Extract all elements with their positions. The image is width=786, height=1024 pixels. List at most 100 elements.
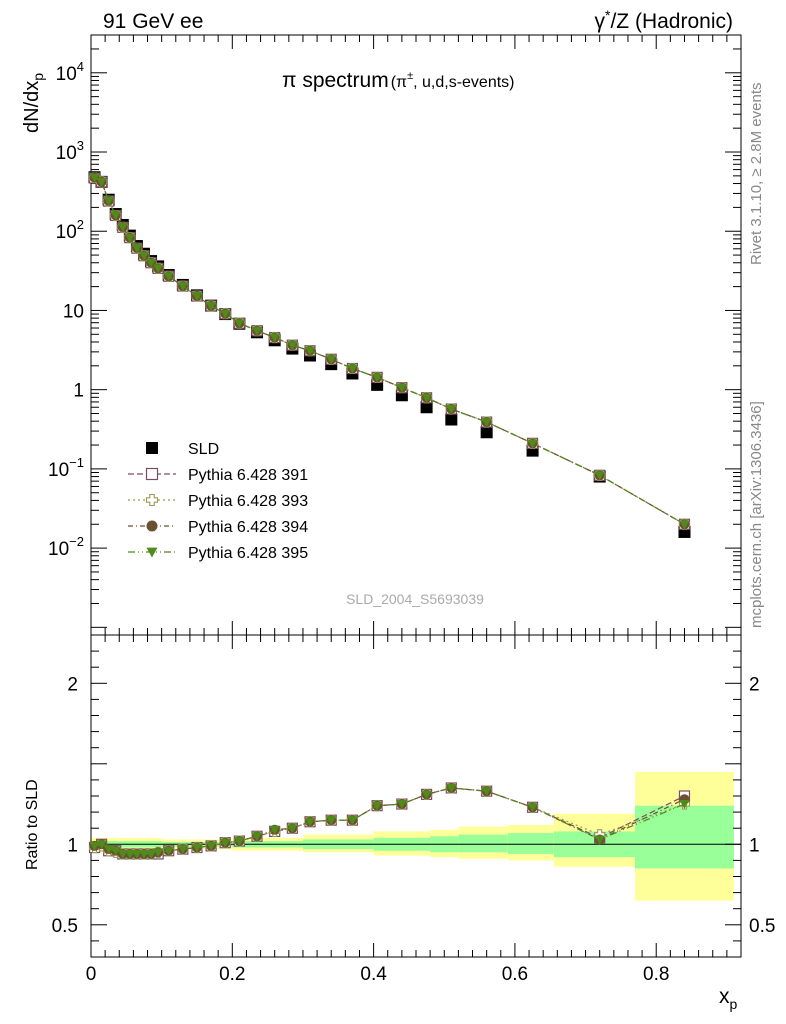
ratio-y-tick-label-right: 1 [749, 835, 760, 856]
series-4-ratio-point [110, 846, 121, 856]
series-4-main-point [594, 471, 605, 481]
legend-marker [146, 547, 158, 558]
series-4-ratio-point [446, 783, 457, 793]
series-4-ratio-point [117, 849, 128, 859]
series-4-ratio-point [252, 832, 263, 842]
series-0-main-point [480, 426, 493, 439]
main-y-tick-label: 10−2 [48, 534, 84, 560]
main-y-axis-label: dN/dxp [21, 73, 46, 133]
series-4-ratio-point [177, 845, 188, 855]
legend: SLD Pythia 6.428 391 Pythia 6.428 393 Pythi… [128, 441, 308, 562]
series-4-main-point [234, 319, 245, 329]
series-4-ratio-point [421, 790, 432, 800]
legend-entry-4: Pythia 6.428 395 [128, 545, 308, 562]
series-4-main-point [252, 326, 263, 336]
series-4-main-point [153, 264, 164, 274]
series-4-ratio-point [220, 838, 231, 848]
ratio-y-tick-label-right: 0.5 [749, 916, 775, 937]
legend-label: Pythia 6.428 395 [188, 545, 308, 562]
series-4-ratio-point [89, 841, 100, 851]
series-4-ratio-point [269, 825, 280, 835]
header-right: γ*/Z (Hadronic) [595, 7, 733, 33]
series-4-main-point [421, 393, 432, 403]
series-4-ratio-point [287, 824, 298, 834]
series-4-ratio-point [124, 849, 135, 859]
band-inner [458, 834, 508, 853]
series-4-ratio-point [326, 816, 337, 826]
legend-label: SLD [188, 441, 219, 458]
plot-title: π spectrum (π±, u,d,s-events) [282, 69, 514, 92]
main-y-tick-label: 102 [56, 217, 84, 243]
band-inner [507, 833, 554, 854]
series-4-ratio-point [191, 843, 202, 853]
legend-marker [145, 467, 159, 481]
series-4-main-point [163, 272, 174, 282]
legend-label: Pythia 6.428 391 [188, 467, 308, 484]
header-left: 91 GeV ee [103, 10, 203, 33]
x-axis-label: xp [719, 985, 738, 1012]
series-4-ratio-point [594, 835, 605, 845]
main-plot-series [88, 171, 691, 538]
series-4-ratio-point [679, 800, 690, 810]
x-tick-label: 0.2 [219, 964, 245, 985]
series-4-ratio-point [234, 837, 245, 847]
series-4-main-point [679, 520, 690, 530]
ratio-y-tick-label-left: 1 [67, 835, 78, 856]
series-4-main-point [481, 418, 492, 428]
series-4-main-point [117, 223, 128, 233]
series-4-ratio-point [481, 787, 492, 797]
watermark-analysis-id: SLD_2004_S5693039 [346, 591, 484, 607]
main-y-tick-label: 104 [56, 59, 84, 85]
series-4-main-point [206, 301, 217, 311]
x-tick-label: 0.6 [502, 964, 528, 985]
ratio-y-axis-label: Ratio to SLD [24, 779, 41, 870]
legend-marker [145, 493, 159, 507]
legend-entry-3: Pythia 6.428 394 [128, 519, 308, 536]
series-4-ratio-point [527, 803, 538, 813]
legend-entry-0: SLD [146, 441, 219, 458]
ratio-y-tick-label-right: 2 [749, 674, 760, 695]
series-4-main-point [191, 292, 202, 302]
series-4-ratio-point [146, 849, 157, 859]
series-4-main-point [269, 333, 280, 343]
series-4-main-point [287, 341, 298, 351]
legend-label: Pythia 6.428 394 [188, 519, 308, 536]
main-y-tick-label: 10 [63, 301, 84, 322]
legend-marker [146, 442, 158, 454]
side-label-rivet: Rivet 3.1.10, ≥ 2.8M events [748, 83, 765, 266]
x-tick-label: 0.4 [360, 964, 387, 985]
series-4-main-point [89, 173, 100, 183]
series-4-ratio-point [153, 848, 164, 858]
axis-ticks [90, 34, 741, 958]
ratio-y-tick-label-left: 2 [67, 674, 78, 695]
side-label-mcplots: mcplots.cern.ch [arXiv:1306.3436] [748, 401, 765, 628]
series-4-ratio-point [131, 849, 142, 859]
main-y-tick-label: 1 [73, 381, 84, 402]
series-4-ratio-point [305, 817, 316, 827]
series-4-main-point [326, 355, 337, 365]
ratio-y-tick-label-left: 0.5 [52, 916, 78, 937]
series-4-main-point [131, 243, 142, 253]
ratio-plot-series [88, 782, 691, 860]
x-tick-label: 0.8 [643, 964, 669, 985]
series-4-main-point [372, 373, 383, 383]
main-y-tick-label: 103 [56, 138, 84, 164]
series-4-main-point [220, 309, 231, 319]
series-4-main-point [124, 233, 135, 243]
series-4-ratio-point [163, 846, 174, 856]
series-4-main-point [396, 383, 407, 393]
series-4-main-point [305, 346, 316, 356]
series-4-main-point [527, 439, 538, 449]
x-tick-label: 0 [86, 964, 97, 985]
series-4-main-point [146, 258, 157, 268]
series-0-main-point [420, 401, 433, 414]
series-4-main-point [138, 251, 149, 261]
ratio-uncertainty-bands [91, 771, 734, 901]
legend-marker [146, 520, 158, 532]
series-4-ratio-point [347, 816, 358, 826]
series-0-main-point [445, 413, 458, 426]
series-4-ratio-point [206, 841, 217, 851]
series-4-main-point [103, 196, 114, 206]
